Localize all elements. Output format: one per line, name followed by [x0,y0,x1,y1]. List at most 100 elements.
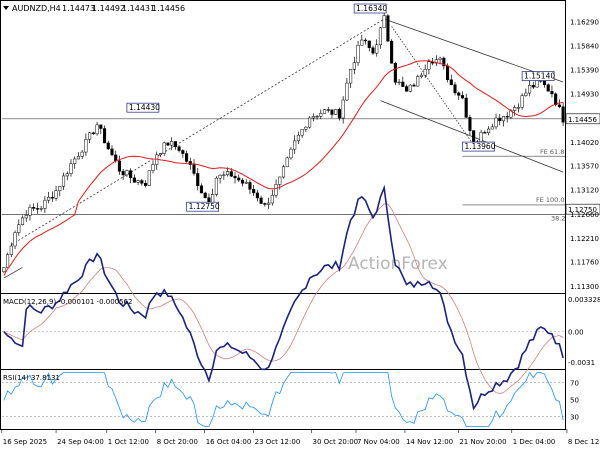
candle-body [173,141,177,147]
candle-body [47,197,51,201]
x-tick-label: 16 Sep 2025 [3,438,47,446]
candle-body [65,173,69,177]
candle-body [43,199,47,209]
candle [65,171,69,181]
candle-body [166,142,170,146]
plot-frame [0,0,566,430]
candle-body [162,142,166,154]
candle [356,40,360,66]
candle [255,189,259,202]
candle [546,83,550,92]
candle [28,204,32,221]
candle [240,178,245,187]
candle-body [378,27,382,46]
fe-100-label: FE 100.0 [536,196,565,204]
candle-body [423,68,427,76]
candle-body [84,138,88,153]
candle [102,125,107,144]
annotation-box [126,102,160,113]
dropdown-arrow-icon[interactable] [3,6,9,10]
candle-body [80,151,84,157]
x-tick-label: 1 Oct 12:00 [108,438,149,446]
candle [371,45,375,55]
candle [233,172,237,184]
candle [434,55,438,66]
candle [143,180,148,188]
candle [196,167,200,191]
candle-body [147,170,151,186]
macd-label: MACD(12,26,9) -0.000101 -0.000562 [3,298,132,306]
candle [501,115,506,127]
candle [17,219,21,236]
candle [315,114,319,120]
candle-body [177,146,181,151]
candle-body [375,44,379,54]
candle-body [110,148,114,156]
candle [73,156,77,169]
candle [438,56,442,65]
candle [419,72,424,79]
candle-body [132,177,136,183]
candle-body [17,224,21,233]
candle-body [114,154,118,162]
candle-body [412,84,416,87]
candle-body [274,184,278,196]
annotation-box [186,201,220,212]
candle [121,169,125,180]
candle-body [494,117,498,128]
annotation-label: 1.12750 [189,202,220,211]
candle [69,159,73,177]
candle-body [58,186,62,191]
candle-body [524,92,528,97]
x-tick-label: 14 Nov 12:00 [406,438,453,446]
candle-body [281,166,286,178]
candle [296,131,300,145]
x-tick-label: 7 Nov 04:00 [357,438,400,446]
macd-tick-label: 0.00 [568,329,584,337]
candle-body [550,90,554,95]
candle [393,61,397,86]
candle-body [449,79,453,85]
candle-body [136,180,140,183]
candle [367,40,371,52]
candle [76,152,80,160]
candle-body [531,85,535,88]
rsi-label: RSI(14) 37.8131 [3,374,60,382]
candle-body [371,47,375,54]
candle [129,168,133,184]
candle [24,210,28,222]
candle [203,191,207,199]
candle-body [24,215,28,219]
candle [386,14,390,42]
channel-lower-line [380,100,564,173]
candle-body [255,192,259,199]
candle [218,174,222,184]
candle [35,202,39,214]
candle [520,93,524,110]
candle [61,172,66,191]
candle-body [419,74,424,77]
candle [20,215,25,226]
candle-body [76,156,80,160]
candle [199,183,204,194]
candle [457,91,461,100]
annotation-label: 1.13960 [464,142,495,151]
candle [490,123,494,130]
candle [39,205,43,212]
x-tick-label: 24 Sep 04:00 [57,438,104,446]
candle [222,171,226,180]
candle-body [170,141,174,146]
candle-body [91,132,95,135]
candle [337,107,341,121]
candle-body [386,15,390,42]
candle-body [390,40,394,64]
annotation-box [353,3,387,14]
macd-tick-label: 0.003328 [568,296,600,304]
candle [345,77,349,101]
candle-body [453,84,457,94]
fib-38-2-label: 38.2 [551,214,565,222]
candle-body [393,63,397,83]
candle [185,150,189,163]
rsi-tick-label: 50 [570,397,579,405]
